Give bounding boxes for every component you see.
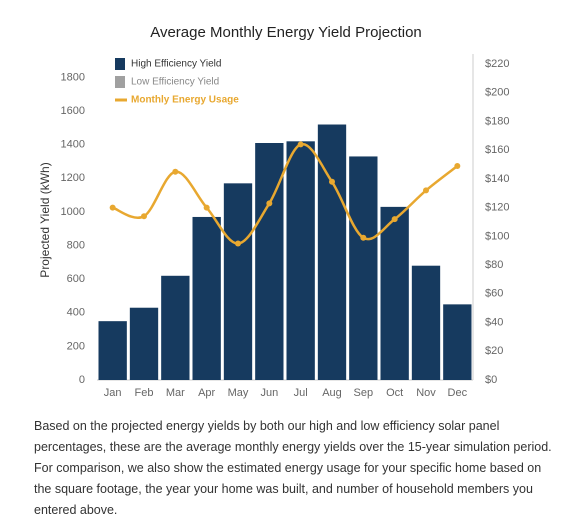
chart-title: Average Monthly Energy Yield Projection [150, 24, 422, 41]
description-line: Based on the projected energy yields by … [34, 419, 500, 433]
y-tick-label: 1400 [61, 139, 85, 151]
y-axis-title: Projected Yield (kWh) [38, 162, 52, 277]
usage-point [266, 200, 273, 207]
description: Based on the projected energy yields by … [34, 416, 574, 521]
chart: Average Monthly Energy Yield Projection … [38, 24, 509, 399]
usage-point [141, 213, 147, 220]
bar [129, 307, 159, 380]
usage-point [360, 234, 367, 241]
x-tick-label: Feb [135, 387, 154, 399]
usage-point [391, 216, 398, 223]
bar [286, 141, 315, 380]
description-line: percentages, these are the average month… [34, 440, 552, 454]
y-tick-label: 1200 [61, 172, 85, 184]
description-line: the square footage, the year your home w… [34, 482, 533, 496]
y-tick-label: 600 [67, 273, 85, 285]
y-tick-label: 1600 [61, 105, 85, 117]
legend-label: High Efficiency Yield [131, 59, 221, 70]
y-tick-label: 400 [67, 307, 85, 319]
y2-tick-label: $60 [485, 288, 503, 300]
y2-tick-label: $0 [485, 374, 497, 386]
x-tick-label: May [228, 387, 249, 399]
y2-tick-label: $80 [485, 259, 503, 271]
usage-point [172, 168, 179, 175]
bar [380, 206, 409, 380]
usage-point [454, 162, 461, 169]
y2-tick-label: $120 [485, 202, 509, 214]
y2-tick-label: $40 [485, 316, 503, 328]
y2-tick-label: $200 [485, 87, 509, 99]
y2-tick-label: $220 [485, 58, 509, 70]
legend-swatch [115, 76, 125, 88]
bar [349, 156, 378, 380]
x-tick-label: Oct [386, 387, 403, 399]
usage-point [297, 141, 304, 148]
bar [223, 183, 253, 380]
legend-label: Monthly Energy Usage [131, 95, 239, 106]
bar [443, 304, 472, 380]
bar [411, 265, 441, 380]
x-tick-label: Jan [104, 387, 122, 399]
x-tick-label: Dec [448, 387, 468, 399]
x-tick-label: Jun [260, 387, 278, 399]
usage-point [423, 187, 429, 194]
usage-point [329, 178, 335, 185]
y2-tick-label: $180 [485, 115, 509, 127]
legend-label: Low Efficiency Yield [131, 77, 219, 88]
x-tick-label: Aug [322, 387, 342, 399]
y-tick-label: 800 [67, 239, 85, 251]
x-tick-label: Apr [198, 387, 215, 399]
x-tick-label: Nov [416, 387, 436, 399]
y2-tick-label: $160 [485, 144, 509, 156]
y2-tick-label: $100 [485, 230, 509, 242]
usage-point [203, 204, 210, 211]
bar [192, 216, 221, 380]
y2-tick-label: $140 [485, 173, 509, 185]
bar [317, 124, 347, 380]
y-tick-label: 1800 [61, 71, 85, 83]
x-tick-label: Sep [354, 387, 374, 399]
x-tick-label: Jul [294, 387, 308, 399]
description-line: entered above. [34, 503, 118, 517]
x-tick-label: Mar [166, 387, 185, 399]
bar [98, 321, 127, 380]
y-tick-label: 0 [79, 374, 85, 386]
legend-swatch [115, 98, 127, 102]
usage-point [235, 240, 241, 247]
usage-point [109, 204, 116, 211]
y2-tick-label: $20 [485, 345, 503, 357]
y-tick-label: 1000 [61, 206, 85, 218]
y-tick-label: 200 [67, 340, 85, 352]
description-line: For comparison, we also show the estimat… [34, 461, 542, 475]
legend-swatch [115, 58, 125, 70]
bar [161, 275, 190, 380]
bar [255, 143, 284, 380]
